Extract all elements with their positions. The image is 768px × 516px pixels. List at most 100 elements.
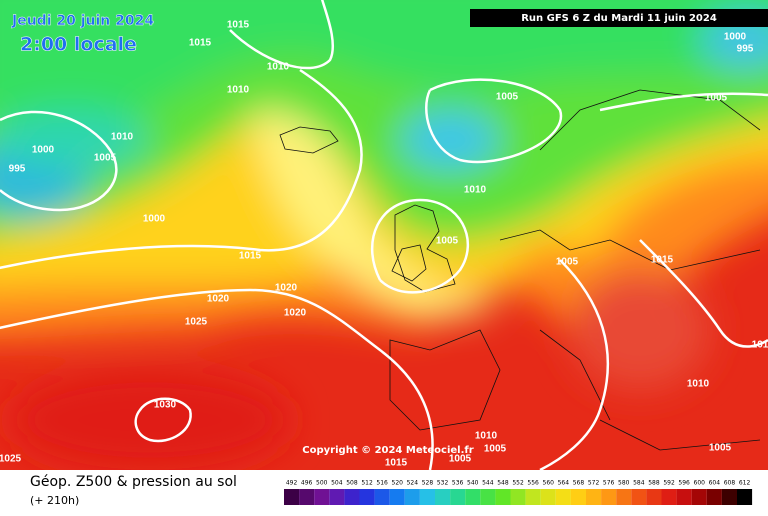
scale-label: 528 [422, 480, 434, 487]
scale-label: 564 [558, 480, 570, 487]
scale-label: 496 [301, 480, 313, 487]
scale-label: 572 [588, 480, 600, 487]
scale-label: 568 [573, 480, 585, 487]
scale-swatch [555, 489, 571, 505]
scale-swatch [299, 489, 315, 505]
isobar-label: 1010 [687, 379, 710, 390]
isobar-label: 1005 [436, 236, 459, 247]
isobar-label: 1015 [385, 458, 408, 469]
scale-label: 584 [633, 480, 645, 487]
isobar-label: 1005 [484, 444, 507, 455]
scale-swatch [586, 489, 602, 505]
scale-swatch [570, 489, 586, 505]
isobar-label: 1005 [709, 443, 732, 454]
scale-swatch [737, 489, 753, 505]
scale-label: 580 [618, 480, 630, 487]
scale-label: 612 [739, 480, 751, 487]
scale-swatch [374, 489, 390, 505]
scale-swatch [601, 489, 617, 505]
color-scale: 492 496 500 504 508 512 516 520 524 528 532 536 540 5… [284, 480, 753, 505]
scale-label: 536 [452, 480, 464, 487]
scale-swatch [389, 489, 405, 505]
isobar-label: 1005 [705, 93, 728, 104]
isobar-label: 1000 [724, 32, 747, 43]
isobar-label: 1030 [154, 400, 177, 411]
scale-label: 492 [286, 480, 298, 487]
isobar-label: 1005 [496, 92, 519, 103]
scale-label: 604 [709, 480, 721, 487]
isobar-label: 1005 [94, 153, 117, 164]
scale-swatch [691, 489, 707, 505]
scale-swatch [510, 489, 526, 505]
isobar-label: 1020 [207, 294, 230, 305]
scale-swatch [329, 489, 345, 505]
scale-swatch [435, 489, 451, 505]
isobar-label: 995 [737, 44, 754, 55]
isobar-label: 995 [9, 164, 26, 175]
isobar-label: 1000 [143, 214, 166, 225]
isobar-label: 1020 [275, 283, 298, 294]
scale-label: 516 [376, 480, 388, 487]
scale-swatch [359, 489, 375, 505]
isobar-label: 1005 [556, 257, 579, 268]
isobar-label: 1015 [651, 255, 674, 266]
isobar-label: 1025 [185, 317, 208, 328]
isobar-label: 1010 [475, 431, 498, 442]
forecast-date: Jeudi 20 juin 2024 [11, 13, 154, 29]
scale-label: 600 [694, 480, 706, 487]
scale-swatch [676, 489, 692, 505]
scale-label: 504 [331, 480, 343, 487]
scale-swatch [450, 489, 466, 505]
copyright: Copyright © 2024 Meteociel.fr [302, 445, 473, 456]
scale-swatch [344, 489, 360, 505]
scale-swatch [616, 489, 632, 505]
scale-label: 532 [437, 480, 449, 487]
scale-swatch [480, 489, 496, 505]
scale-label: 556 [527, 480, 539, 487]
isobar-label: 1000 [32, 145, 55, 156]
scale-swatch [419, 489, 435, 505]
legend-title: Géop. Z500 & pression au sol [30, 474, 237, 490]
scale-swatch [465, 489, 481, 505]
scale-swatch [404, 489, 420, 505]
isobar-label: 1015 [239, 251, 262, 262]
scale-label: 552 [512, 480, 524, 487]
scale-label: 548 [497, 480, 509, 487]
scale-swatch [646, 489, 662, 505]
scale-swatch [314, 489, 330, 505]
map-field [0, 0, 768, 470]
isobar-label: 101 [752, 340, 768, 351]
scale-label: 540 [467, 480, 479, 487]
scale-swatch [540, 489, 556, 505]
isobar-label: 1020 [284, 308, 307, 319]
scale-label: 544 [482, 480, 494, 487]
scale-label: 608 [724, 480, 736, 487]
scale-label: 592 [663, 480, 675, 487]
isobar-label: 1015 [189, 38, 212, 49]
scale-swatch [495, 489, 511, 505]
scale-swatch [631, 489, 647, 505]
scale-label: 500 [316, 480, 328, 487]
scale-swatch [661, 489, 677, 505]
scale-label: 560 [543, 480, 555, 487]
scale-label: 512 [361, 480, 373, 487]
scale-label: 588 [648, 480, 660, 487]
scale-label: 524 [407, 480, 419, 487]
forecast-time: 2:00 locale [20, 34, 137, 56]
scale-swatch [706, 489, 722, 505]
scale-swatch [721, 489, 737, 505]
isobar-label: 1010 [227, 85, 250, 96]
scale-label: 576 [603, 480, 615, 487]
isobar-label: 1025 [0, 454, 22, 465]
run-info: Run GFS 6 Z du Mardi 11 juin 2024 [521, 13, 717, 24]
isobar-label: 1005 [449, 454, 472, 465]
isobar-label: 1010 [464, 185, 487, 196]
isobar-label: 1010 [111, 132, 134, 143]
isobar-label: 1015 [227, 20, 250, 31]
scale-swatch [284, 489, 300, 505]
scale-label: 508 [346, 480, 358, 487]
scale-label: 596 [678, 480, 690, 487]
lead-time: (+ 210h) [30, 494, 79, 507]
